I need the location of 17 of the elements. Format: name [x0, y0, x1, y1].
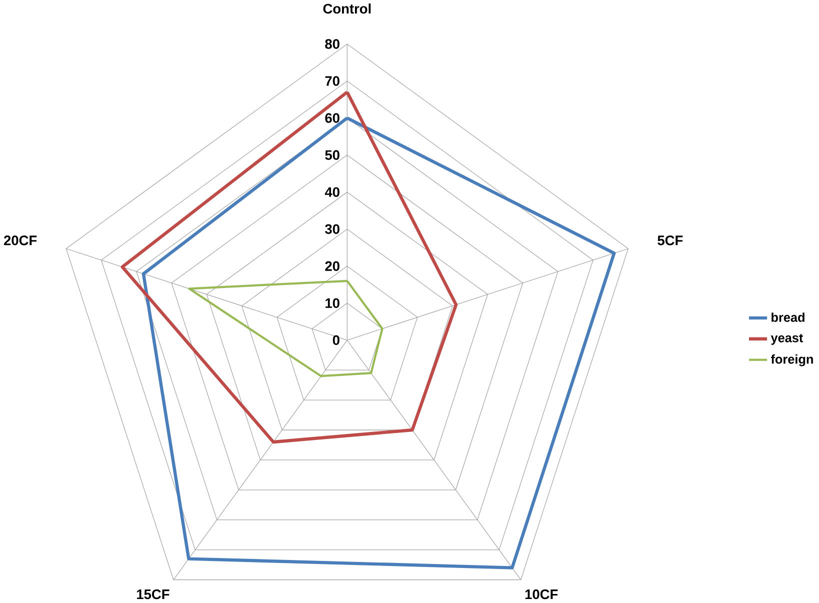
y-tick-label: 50 — [325, 150, 340, 160]
spoke-label: 10CF — [525, 590, 558, 600]
legend-label: foreign — [770, 354, 813, 366]
y-tick-label: 80 — [325, 39, 340, 50]
y-tick-label: 10 — [326, 298, 340, 308]
spoke-label: 5CF — [658, 236, 683, 246]
legend-label: bread — [772, 312, 804, 322]
y-tick-label: 30 — [325, 224, 340, 234]
y-tick-label: 70 — [325, 76, 340, 86]
y-tick-label: 20 — [325, 261, 340, 272]
spoke-label: 20CF — [4, 236, 37, 246]
y-tick-label: 0 — [332, 335, 340, 346]
legend-label: yeast — [770, 334, 804, 346]
y-tick-label: 40 — [324, 187, 340, 198]
spoke-label: 15CF — [137, 590, 170, 600]
y-tick-label: 60 — [325, 113, 340, 124]
spoke-label: Control — [323, 4, 371, 14]
